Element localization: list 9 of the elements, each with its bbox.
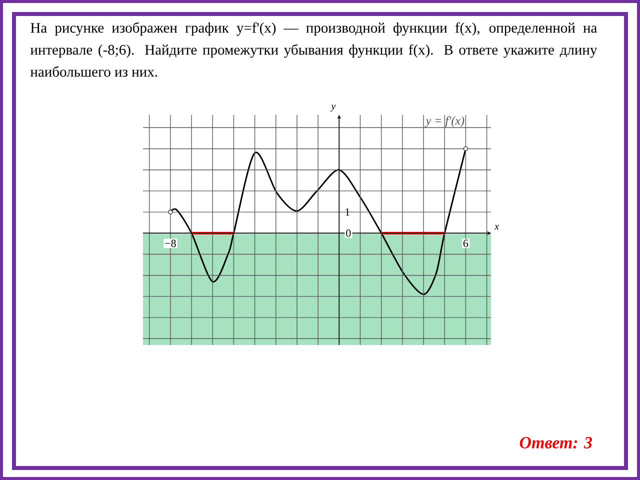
y-tick-label: 1 [346,208,350,216]
y-axis-title: y [330,104,336,112]
x-axis-title: x [494,225,499,230]
series-label: y = f′(x) [424,116,464,128]
y-tick-label: 0 [346,229,351,237]
chart-title: На рисунке изображен график y=f'(x) — производной функции f(x), определенной на интервале (-8;6). Найдите промежутки убывания функции f(x). В ответе укажите длину наибольшего из них. [30,22,598,77]
text: Ответ: 3 [520,436,592,448]
x-tick-label: −8 [165,240,176,248]
x-tick-label: 6 [463,240,468,248]
